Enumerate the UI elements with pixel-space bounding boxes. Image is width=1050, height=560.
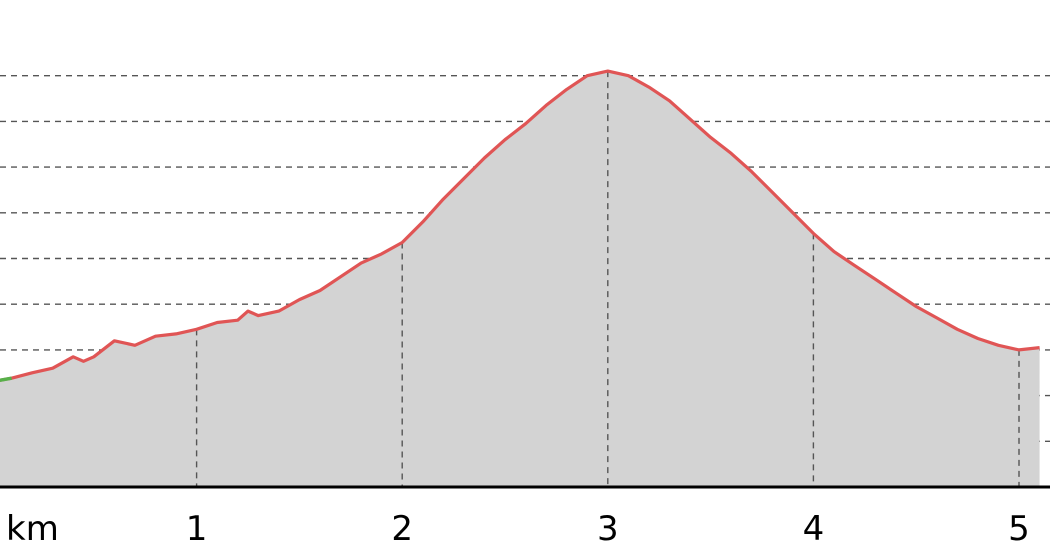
x-tick-label: 2: [391, 509, 413, 549]
elevation-profile-line: [0, 69, 1040, 382]
x-axis-unit-label: km: [6, 509, 59, 549]
elevation-area-fill: [0, 71, 1040, 487]
area-layer: [0, 71, 1040, 487]
x-tick-label: 5: [1008, 509, 1030, 549]
highlighted-segment-line: [0, 376, 12, 383]
x-tick-label: 4: [803, 509, 825, 549]
vertical-grid-layer: [195, 71, 1020, 487]
label-layer: km 1 2 3 4 5: [6, 509, 1030, 549]
x-tick-label: 1: [186, 509, 208, 549]
line-layer: [0, 69, 1040, 383]
x-tick-label: 3: [597, 509, 619, 549]
